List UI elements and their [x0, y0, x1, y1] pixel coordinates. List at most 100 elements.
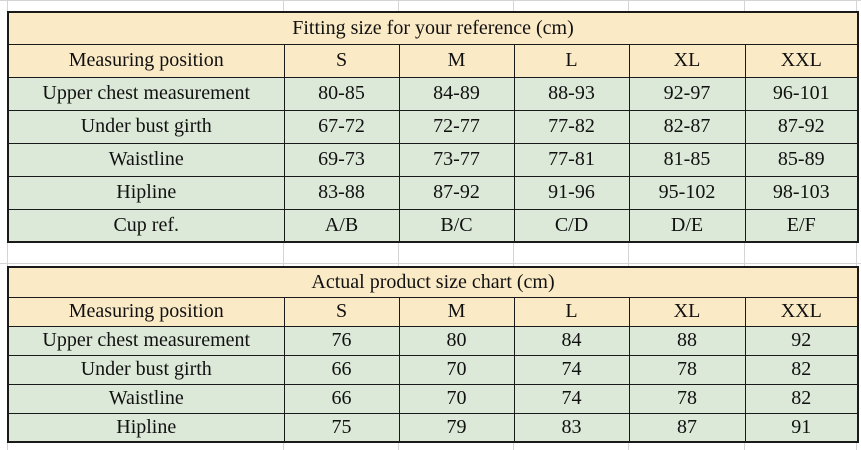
size-value-cell: 91-96	[513, 175, 630, 210]
gridline-vertical	[283, 243, 284, 266]
gridline-vertical	[7, 441, 8, 450]
gridline-vertical	[744, 0, 745, 11]
size-value-cell: 67-72	[283, 109, 400, 144]
column-header-size-s: S	[283, 43, 400, 78]
size-value-cell: B/C	[398, 208, 515, 243]
gridline-horizontal	[0, 263, 861, 264]
table-row-hipline: Hipline 83-88 87-92 91-96 95-102 98-103	[7, 175, 859, 210]
size-value-cell: 83	[513, 412, 630, 443]
actual-product-size-table: Actual product size chart (cm) Measuring…	[7, 266, 860, 443]
row-label: Under bust girth	[7, 109, 285, 144]
size-value-cell: E/F	[744, 208, 859, 243]
column-header-size-xl: XL	[628, 43, 746, 78]
size-value-cell: 84-89	[398, 76, 515, 111]
size-value-cell: 80	[398, 325, 515, 356]
size-value-cell: 80-85	[283, 76, 400, 111]
gridline-vertical	[398, 243, 399, 266]
gridline-vertical	[7, 243, 8, 266]
table-row-upper-chest: Upper chest measurement 76 80 84 88 92	[7, 325, 859, 356]
size-value-cell: 76	[283, 325, 400, 356]
table-row-cup-ref: Cup ref. A/B B/C C/D D/E E/F	[7, 208, 859, 243]
size-value-cell: 73-77	[398, 142, 515, 177]
size-value-cell: 92-97	[628, 76, 746, 111]
gridline-vertical	[628, 243, 629, 266]
row-label: Hipline	[7, 175, 285, 210]
row-label: Under bust girth	[7, 354, 285, 385]
size-value-cell: 82	[744, 354, 859, 385]
fitting-table-header-row: Measuring position S M L XL XXL	[7, 43, 859, 78]
row-label: Upper chest measurement	[7, 76, 285, 111]
column-header-size-m: M	[398, 43, 515, 78]
column-header-size-xxl: XXL	[744, 43, 859, 78]
fitting-table-title: Fitting size for your reference (cm)	[7, 11, 859, 45]
size-value-cell: 78	[628, 354, 746, 385]
gridline-vertical	[513, 243, 514, 266]
table-row-under-bust: Under bust girth 67-72 72-77 77-82 82-87…	[7, 109, 859, 144]
size-value-cell: 84	[513, 325, 630, 356]
size-value-cell: 82-87	[628, 109, 746, 144]
column-header-size-m: M	[398, 296, 515, 327]
size-value-cell: 91	[744, 412, 859, 443]
column-header-size-xl: XL	[628, 296, 746, 327]
gridline-vertical	[744, 243, 745, 266]
size-value-cell: 75	[283, 412, 400, 443]
column-header-size-xxl: XXL	[744, 296, 859, 327]
gridline-vertical	[856, 441, 857, 450]
size-value-cell: 87	[628, 412, 746, 443]
size-value-cell: A/B	[283, 208, 400, 243]
table-row-waistline: Waistline 69-73 73-77 77-81 81-85 85-89	[7, 142, 859, 177]
table-row-under-bust: Under bust girth 66 70 74 78 82	[7, 354, 859, 385]
gridline-vertical	[7, 0, 8, 11]
size-value-cell: 95-102	[628, 175, 746, 210]
size-value-cell: 96-101	[744, 76, 859, 111]
size-value-cell: 92	[744, 325, 859, 356]
gridline-vertical	[628, 0, 629, 11]
product-table-title-row: Actual product size chart (cm)	[7, 266, 859, 298]
table-row-waistline: Waistline 66 70 74 78 82	[7, 383, 859, 414]
row-label: Upper chest measurement	[7, 325, 285, 356]
column-header-size-l: L	[513, 43, 630, 78]
size-value-cell: 88	[628, 325, 746, 356]
table-row-hipline: Hipline 75 79 83 87 91	[7, 412, 859, 443]
table-row-upper-chest: Upper chest measurement 80-85 84-89 88-9…	[7, 76, 859, 111]
size-value-cell: 98-103	[744, 175, 859, 210]
size-value-cell: 85-89	[744, 142, 859, 177]
gridline-horizontal	[0, 0, 861, 1]
column-header-size-l: L	[513, 296, 630, 327]
row-label: Cup ref.	[7, 208, 285, 243]
size-value-cell: 74	[513, 383, 630, 414]
row-label: Hipline	[7, 412, 285, 443]
gridline-vertical	[856, 0, 857, 11]
size-value-cell: 70	[398, 383, 515, 414]
size-value-cell: 87-92	[744, 109, 859, 144]
fitting-table-title-row: Fitting size for your reference (cm)	[7, 11, 859, 45]
row-label: Waistline	[7, 142, 285, 177]
size-value-cell: 87-92	[398, 175, 515, 210]
column-header-measuring-position: Measuring position	[7, 43, 285, 78]
product-table-header-row: Measuring position S M L XL XXL	[7, 296, 859, 327]
size-value-cell: 77-82	[513, 109, 630, 144]
gridline-vertical	[283, 441, 284, 450]
gridline-vertical	[283, 0, 284, 11]
size-value-cell: 66	[283, 354, 400, 385]
size-value-cell: 82	[744, 383, 859, 414]
gridline-vertical	[744, 441, 745, 450]
row-label: Waistline	[7, 383, 285, 414]
column-header-size-s: S	[283, 296, 400, 327]
size-value-cell: 70	[398, 354, 515, 385]
size-value-cell: D/E	[628, 208, 746, 243]
size-value-cell: 69-73	[283, 142, 400, 177]
size-value-cell: 66	[283, 383, 400, 414]
gridline-vertical	[513, 441, 514, 450]
column-header-measuring-position: Measuring position	[7, 296, 285, 327]
size-value-cell: 79	[398, 412, 515, 443]
size-value-cell: 72-77	[398, 109, 515, 144]
gridline-vertical	[628, 441, 629, 450]
size-value-cell: 78	[628, 383, 746, 414]
fitting-size-table: Fitting size for your reference (cm) Mea…	[7, 11, 860, 243]
size-value-cell: 81-85	[628, 142, 746, 177]
product-table-title: Actual product size chart (cm)	[7, 266, 859, 298]
size-value-cell: 74	[513, 354, 630, 385]
size-value-cell: 88-93	[513, 76, 630, 111]
